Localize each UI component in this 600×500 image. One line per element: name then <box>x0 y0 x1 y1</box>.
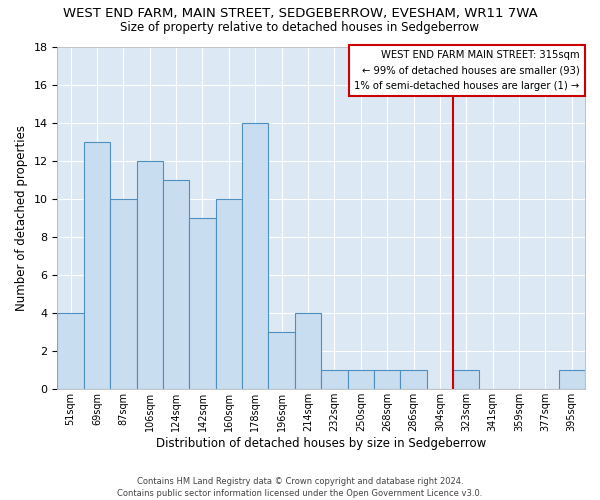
Bar <box>295 313 321 390</box>
Bar <box>242 122 268 390</box>
Bar <box>321 370 347 390</box>
Bar <box>215 199 242 390</box>
Bar <box>190 218 215 390</box>
Bar <box>400 370 427 390</box>
Bar <box>84 142 110 390</box>
X-axis label: Distribution of detached houses by size in Sedgeberrow: Distribution of detached houses by size … <box>156 437 487 450</box>
Text: WEST END FARM MAIN STREET: 315sqm
← 99% of detached houses are smaller (93)
1% o: WEST END FARM MAIN STREET: 315sqm ← 99% … <box>355 50 580 91</box>
Text: WEST END FARM, MAIN STREET, SEDGEBERROW, EVESHAM, WR11 7WA: WEST END FARM, MAIN STREET, SEDGEBERROW,… <box>62 8 538 20</box>
Bar <box>137 161 163 390</box>
Text: Contains HM Land Registry data © Crown copyright and database right 2024.
Contai: Contains HM Land Registry data © Crown c… <box>118 476 482 498</box>
Text: Size of property relative to detached houses in Sedgeberrow: Size of property relative to detached ho… <box>121 21 479 34</box>
Y-axis label: Number of detached properties: Number of detached properties <box>15 125 28 311</box>
Bar <box>163 180 190 390</box>
Bar <box>110 199 137 390</box>
Bar <box>453 370 479 390</box>
Bar <box>347 370 374 390</box>
Bar <box>559 370 585 390</box>
Bar <box>58 313 84 390</box>
Bar <box>374 370 400 390</box>
Bar <box>268 332 295 390</box>
